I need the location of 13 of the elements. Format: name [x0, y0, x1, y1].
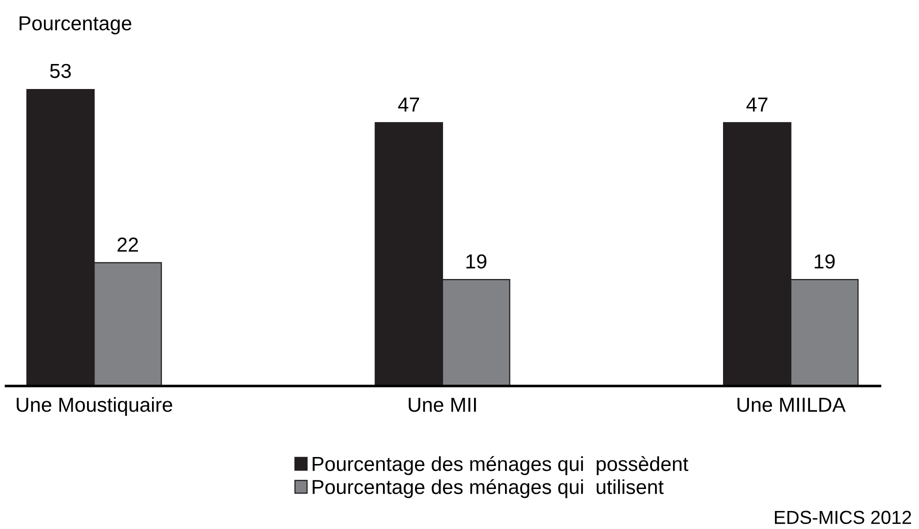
y-axis-title: Pourcentage	[20, 16, 132, 34]
x-tick-label: Une MII	[408, 398, 476, 412]
x-tick-label: Une Moustiquaire	[16, 397, 172, 416]
data-label: 19	[814, 254, 835, 269]
data-label: 47	[398, 98, 420, 112]
legend-label: Pourcentage des ménages qui utilisent	[312, 479, 664, 498]
data-label: 19	[466, 254, 486, 269]
data-label: 22	[118, 238, 138, 252]
data-label: 47	[746, 98, 768, 112]
data-label: 53	[50, 64, 71, 78]
text: EDS-MICS 2012	[774, 510, 912, 524]
legend-label: Pourcentage des ménages qui possèdent	[312, 456, 688, 476]
x-tick-label: Une MIILDA	[738, 398, 846, 412]
